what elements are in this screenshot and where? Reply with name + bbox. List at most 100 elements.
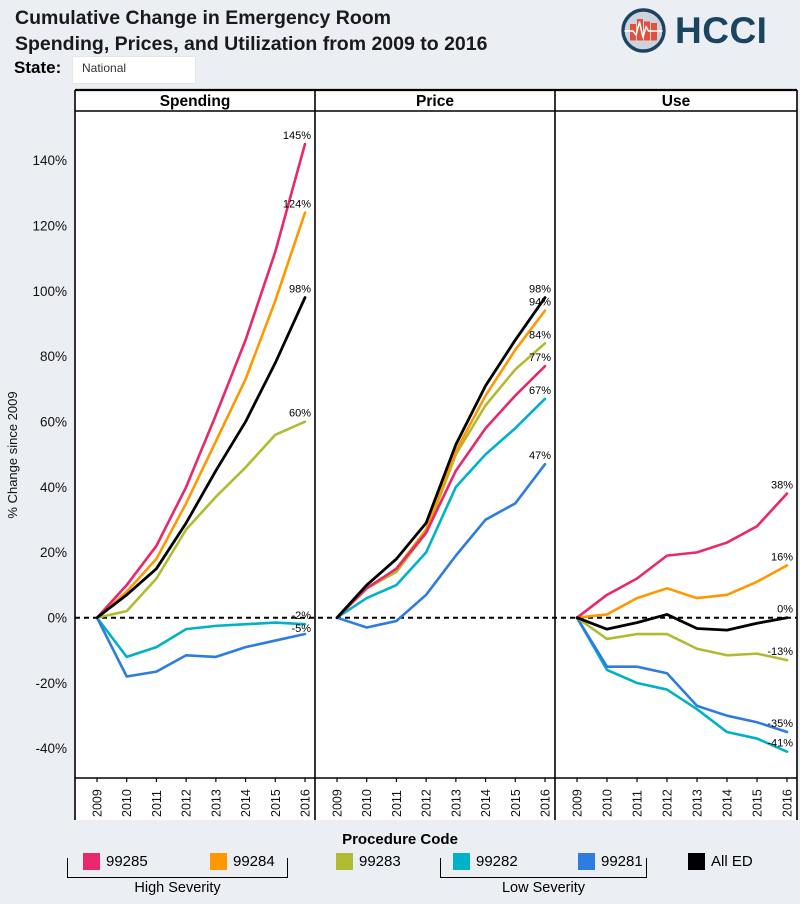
high-severity-bracket <box>67 858 288 878</box>
series-line-99285 <box>575 492 789 620</box>
hcci-logo: HCCI <box>620 7 767 54</box>
legend-swatch-99283 <box>336 852 353 870</box>
series-line-99284 <box>95 211 307 620</box>
series-line-all-ed <box>95 296 307 620</box>
plot-background <box>75 90 797 820</box>
panel-use: Use 2009 2010 2011 2012 2013 2014 2015 2016 38% 16… <box>571 93 795 817</box>
x-tick-label: 2013 <box>449 789 463 817</box>
legend-label: All ED <box>711 852 753 870</box>
series-end-label: 94% <box>529 297 551 309</box>
series-end-label: 145% <box>283 130 311 142</box>
series-line-99283 <box>95 420 307 620</box>
x-tick-label: 2013 <box>691 789 705 817</box>
legend-item-99283: 99283 <box>336 852 401 870</box>
panel-title: Use <box>662 93 691 110</box>
x-tick-label: 2015 <box>751 789 765 817</box>
series-end-label: 98% <box>529 284 551 296</box>
series-end-label: -41% <box>767 738 793 750</box>
x-tick-label: 2014 <box>479 789 493 817</box>
series-end-label: 124% <box>283 199 311 211</box>
x-tick-label: 2011 <box>631 790 645 817</box>
state-row: State: <box>14 58 61 78</box>
legend-label: 99285 <box>106 852 148 870</box>
low-severity-label: Low Severity <box>501 880 585 896</box>
series-line-99281 <box>335 462 547 629</box>
x-tick-label: 2012 <box>420 789 434 817</box>
series-end-label: -35% <box>767 718 793 730</box>
series-end-label: 16% <box>771 551 793 563</box>
legend-label: 99281 <box>601 852 643 870</box>
state-label: State: <box>14 58 62 77</box>
series-end-label: 98% <box>289 284 311 296</box>
legend-item-99284: 99284 <box>210 852 275 870</box>
x-tick-label: 2016 <box>539 789 553 817</box>
series-line-99281 <box>95 616 307 678</box>
series-line-99285 <box>335 364 547 620</box>
legend-item-99285: 99285 <box>83 852 148 870</box>
x-tick-label: 2010 <box>601 789 615 817</box>
y-axis-title: % Change since 2009 <box>5 391 20 518</box>
hcci-logo-icon <box>621 8 666 53</box>
x-tick-label: 2010 <box>120 789 134 817</box>
x-tick-label: 2009 <box>571 789 585 817</box>
x-tick-label: 2014 <box>239 789 253 817</box>
series-line-99282 <box>335 397 547 620</box>
series-line-99285 <box>95 142 307 620</box>
x-tick-label: 2013 <box>209 789 223 817</box>
x-tick-label: 2012 <box>661 789 675 817</box>
series-end-label: 84% <box>529 329 551 341</box>
y-tick-label: 120% <box>32 218 67 233</box>
y-tick-label: 40% <box>40 480 67 495</box>
low-severity-bracket <box>440 858 647 878</box>
legend-item-all-ed: All ED <box>688 852 753 870</box>
legend-label: 99283 <box>359 852 401 870</box>
series-line-all-ed <box>335 296 547 620</box>
x-tick-label: 2014 <box>721 789 735 817</box>
legend-swatch-99282 <box>453 852 470 870</box>
x-tick-label: 2009 <box>331 789 345 817</box>
legend-item-99281: 99281 <box>578 852 643 870</box>
page-title: Cumulative Change in Emergency Room Spen… <box>15 5 487 57</box>
series-line-99282 <box>95 616 307 659</box>
legend-title: Procedure Code <box>342 831 458 848</box>
legend-swatch-99285 <box>83 852 100 870</box>
y-tick-label: -40% <box>35 741 67 756</box>
y-tick-label: -20% <box>35 676 67 691</box>
x-tick-label: 2015 <box>509 789 523 817</box>
y-tick-label: 140% <box>32 153 67 168</box>
series-end-label: 38% <box>771 480 793 492</box>
legend-label: 99284 <box>233 852 275 870</box>
series-line-all-ed <box>575 613 789 632</box>
series-line-99284 <box>575 564 789 620</box>
x-tick-label: 2012 <box>180 789 194 817</box>
x-tick-label: 2011 <box>150 790 164 817</box>
high-severity-label: High Severity <box>134 880 221 896</box>
panel-price: Price 2009 2010 2011 2012 2013 2014 2015 2016 98%… <box>331 93 553 817</box>
panel-title: Spending <box>160 93 231 110</box>
x-tick-label: 2011 <box>390 790 404 817</box>
panel-spending: Spending 2009 2010 2011 2012 2013 2014 2015 2016… <box>91 93 313 817</box>
hcci-logo-text: HCCI <box>675 9 768 51</box>
x-tick-label: 2010 <box>360 789 374 817</box>
title-line-1: Cumulative Change in Emergency Room <box>15 7 391 29</box>
series-line-99281 <box>575 616 789 734</box>
series-end-label: 67% <box>529 385 551 397</box>
series-end-label: -5% <box>291 623 311 635</box>
series-end-label: 47% <box>529 450 551 462</box>
y-tick-label: 0% <box>47 611 67 626</box>
legend-item-99282: 99282 <box>453 852 518 870</box>
x-tick-label: 2015 <box>269 789 283 817</box>
legend-swatch-all-ed <box>688 852 705 870</box>
legend-label: 99282 <box>476 852 518 870</box>
series-end-label: 60% <box>289 408 311 420</box>
series-line-99283 <box>575 616 789 662</box>
y-tick-label: 80% <box>40 349 67 364</box>
y-tick-label: 60% <box>40 414 67 429</box>
series-end-label: 0% <box>777 604 793 616</box>
legend-swatch-99281 <box>578 852 595 870</box>
state-select[interactable]: National <box>72 56 196 84</box>
series-end-label: 77% <box>529 352 551 364</box>
y-tick-label: 100% <box>32 284 67 299</box>
